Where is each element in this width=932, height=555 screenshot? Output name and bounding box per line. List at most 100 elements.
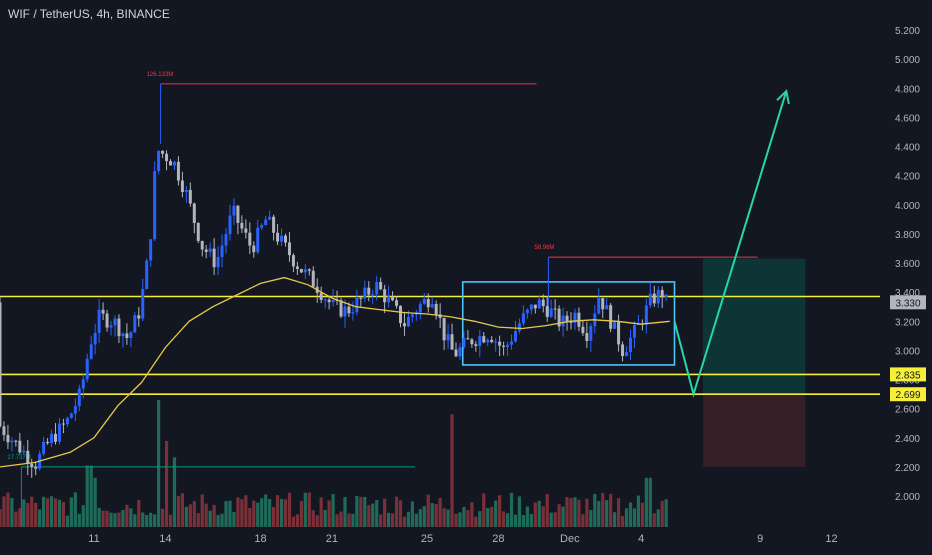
- candle-body: [391, 296, 395, 301]
- volume-bar: [335, 514, 339, 527]
- volume-bar: [319, 497, 323, 527]
- y-tick-label: 2.000: [895, 492, 920, 503]
- candle-body: [172, 161, 176, 166]
- volume-bar: [141, 512, 145, 527]
- volume-bar: [157, 399, 161, 527]
- candle-body: [176, 161, 180, 181]
- candle-body: [287, 242, 291, 256]
- candle-body: [220, 245, 224, 257]
- volume-bar: [569, 497, 573, 527]
- candle-body: [502, 345, 506, 347]
- volume-bar: [164, 440, 169, 527]
- volume-bar: [295, 514, 299, 527]
- candle-body: [117, 318, 121, 337]
- y-tick-label: 4.200: [895, 172, 920, 183]
- volume-bar: [351, 513, 355, 527]
- candle-body: [644, 305, 648, 325]
- volume-bar: [482, 493, 486, 527]
- candle-body: [153, 171, 157, 240]
- candle-body: [339, 300, 343, 317]
- candle-body: [18, 440, 22, 453]
- candle-body: [212, 248, 216, 268]
- volume-bar: [283, 499, 288, 527]
- volume-bar: [30, 496, 34, 527]
- volume-bar: [458, 512, 462, 527]
- x-tick-label: 4: [638, 533, 644, 545]
- candle-body: [656, 290, 660, 304]
- volume-bar: [89, 465, 93, 527]
- volume-bar: [176, 496, 181, 527]
- candle-body: [97, 309, 101, 333]
- volume-bar: [438, 497, 442, 527]
- volume-bar: [406, 511, 411, 527]
- candle-body: [295, 266, 299, 269]
- candle-body: [545, 306, 549, 317]
- volume-bar: [73, 492, 77, 527]
- volume-bar: [299, 501, 303, 527]
- candle-body: [478, 336, 482, 346]
- volume-bar: [85, 465, 89, 527]
- volume-bar: [101, 510, 105, 527]
- volume-bar: [601, 492, 605, 527]
- volume-bar: [268, 499, 272, 527]
- candle-body: [224, 234, 228, 246]
- volume-bar: [462, 506, 466, 527]
- volume-bar: [359, 496, 363, 527]
- measure-label: 27.737M: [7, 455, 30, 461]
- candle-body: [557, 308, 561, 327]
- candle-body: [268, 216, 272, 220]
- price-label-box: [890, 295, 926, 310]
- y-tick-label: 4.800: [895, 84, 920, 95]
- candle-body: [232, 205, 236, 216]
- volume-bar: [57, 499, 62, 527]
- volume-bar: [414, 513, 418, 527]
- y-tick-label: 3.200: [895, 317, 920, 328]
- volume-bar: [418, 509, 422, 527]
- candle-body: [260, 225, 264, 228]
- candle-body: [446, 334, 450, 341]
- candle-body: [89, 344, 93, 359]
- candle-body: [466, 338, 470, 340]
- volume-bar: [363, 497, 367, 527]
- candle-body: [319, 292, 323, 300]
- candle-body: [331, 300, 335, 303]
- moving-average-line: [0, 276, 670, 468]
- volume-bar: [149, 512, 153, 527]
- volume-bar: [355, 495, 359, 527]
- candle-body: [561, 315, 565, 327]
- volume-bar: [593, 493, 597, 527]
- candle-body: [609, 305, 613, 329]
- stop-zone: [703, 394, 806, 467]
- volume-bar: [303, 492, 307, 527]
- volume-bar: [10, 498, 14, 527]
- candle-body: [605, 305, 609, 310]
- candle-body: [125, 333, 129, 339]
- volume-bar: [252, 500, 256, 527]
- volume-bar: [153, 514, 157, 527]
- volume-bar: [375, 500, 379, 527]
- candle-body: [589, 325, 593, 341]
- volume-bar: [42, 496, 46, 527]
- price-label: 3.330: [895, 298, 920, 309]
- volume-bar: [605, 500, 609, 527]
- volume-bar: [97, 507, 101, 527]
- y-tick-label: 4.400: [895, 143, 920, 154]
- candle-body: [498, 341, 502, 346]
- volume-bar: [22, 499, 26, 527]
- candle-body: [280, 235, 284, 242]
- volume-bar: [410, 501, 414, 527]
- volume-bar: [160, 508, 165, 527]
- candle-body: [617, 321, 621, 345]
- candle-body: [299, 268, 303, 273]
- candle-body: [454, 349, 458, 357]
- candle-body: [196, 222, 200, 241]
- volume-bar: [240, 499, 244, 527]
- volume-bar: [474, 516, 478, 527]
- candle-body: [652, 293, 656, 304]
- volume-bar: [133, 514, 137, 527]
- x-tick-label: 28: [492, 533, 504, 545]
- volume-bar: [616, 498, 621, 527]
- volume-bar: [367, 505, 371, 527]
